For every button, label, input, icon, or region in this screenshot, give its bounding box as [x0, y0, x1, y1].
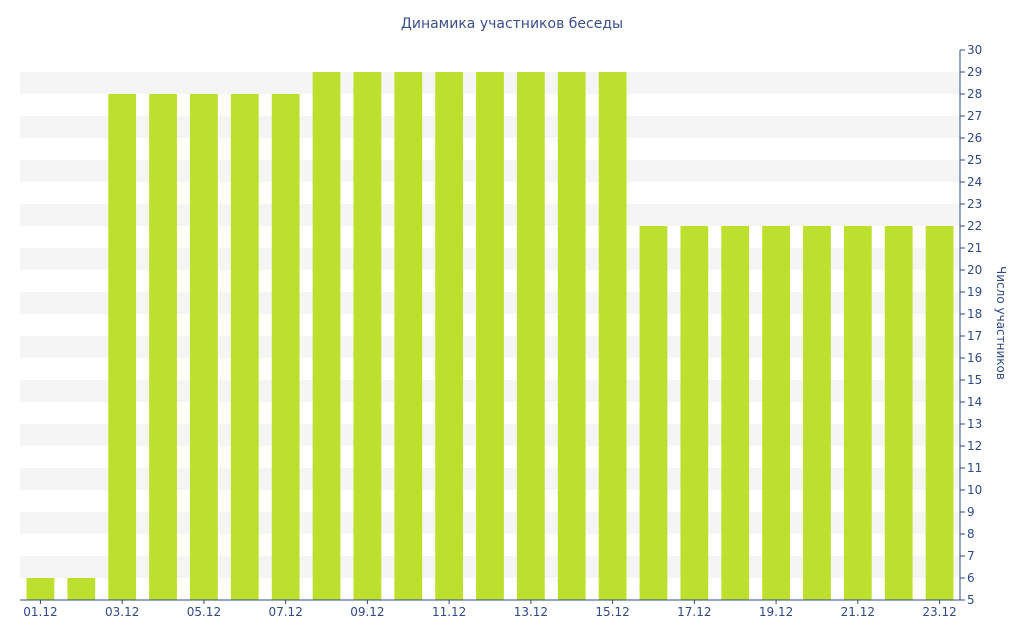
y-tick-label: 9 — [967, 505, 975, 519]
y-axis-title: Число участников — [994, 266, 1008, 380]
bar — [884, 226, 913, 600]
y-tick-label: 22 — [967, 219, 982, 233]
bar — [598, 72, 627, 600]
bar — [67, 578, 96, 600]
y-tick-label: 19 — [967, 285, 982, 299]
bar — [557, 72, 586, 600]
x-tick-label: 03.12 — [105, 605, 139, 619]
x-tick-label: 21.12 — [841, 605, 875, 619]
axes — [20, 50, 961, 601]
x-tick-label: 17.12 — [677, 605, 711, 619]
bar — [680, 226, 709, 600]
bar — [803, 226, 831, 600]
bar — [190, 94, 218, 600]
x-tick-label: 13.12 — [514, 605, 548, 619]
y-tick-label: 20 — [967, 263, 982, 277]
bar — [721, 226, 750, 600]
y-tick-label: 17 — [967, 329, 982, 343]
y-tick-label: 10 — [967, 483, 982, 497]
x-axis-ticks: 01.12 03.12 05.12 07.12 09.12 11.12 13.12 15.12… — [23, 600, 957, 619]
bar — [639, 226, 668, 600]
y-tick-label: 21 — [967, 241, 982, 255]
bar — [271, 94, 300, 600]
x-tick-label: 07.12 — [268, 605, 302, 619]
y-tick-label: 23 — [967, 197, 982, 211]
x-tick-label: 19.12 — [759, 605, 793, 619]
bar — [312, 72, 341, 600]
bar-series — [26, 72, 954, 600]
bar — [26, 578, 55, 600]
x-tick-label: 23.12 — [922, 605, 956, 619]
bar — [476, 72, 504, 600]
bar — [762, 226, 790, 600]
y-tick-label: 27 — [967, 109, 982, 123]
bar — [353, 72, 382, 600]
y-tick-label: 5 — [967, 593, 975, 607]
x-tick-label: 11.12 — [432, 605, 466, 619]
bar — [516, 72, 545, 600]
x-tick-label: 09.12 — [350, 605, 384, 619]
y-tick-label: 8 — [967, 527, 975, 541]
y-tick-label: 12 — [967, 439, 982, 453]
bar — [925, 226, 954, 600]
y-tick-label: 25 — [967, 153, 982, 167]
x-tick-label: 05.12 — [187, 605, 221, 619]
y-tick-label: 14 — [967, 395, 982, 409]
y-tick-label: 30 — [967, 43, 982, 57]
y-tick-label: 24 — [967, 175, 982, 189]
bar — [435, 72, 464, 600]
y-tick-label: 18 — [967, 307, 982, 321]
y-tick-label: 11 — [967, 461, 982, 475]
y-tick-label: 26 — [967, 131, 982, 145]
bar — [149, 94, 177, 600]
chart-title: Динамика участников беседы — [401, 16, 623, 32]
y-tick-label: 15 — [967, 373, 982, 387]
y-axis-ticks: 5 6 7 8 9 10 11 12 13 14 15 16 17 18 19 20 21 22 23 24 25 26 2… — [960, 43, 982, 607]
bar — [843, 226, 872, 600]
y-tick-label: 16 — [967, 351, 982, 365]
bar — [108, 94, 137, 600]
y-tick-label: 6 — [967, 571, 975, 585]
bar — [230, 94, 259, 600]
bar — [394, 72, 423, 600]
y-tick-label: 28 — [967, 87, 982, 101]
y-tick-label: 7 — [967, 549, 975, 563]
y-tick-label: 13 — [967, 417, 982, 431]
x-tick-label: 01.12 — [23, 605, 57, 619]
y-tick-label: 29 — [967, 65, 982, 79]
x-tick-label: 15.12 — [595, 605, 629, 619]
